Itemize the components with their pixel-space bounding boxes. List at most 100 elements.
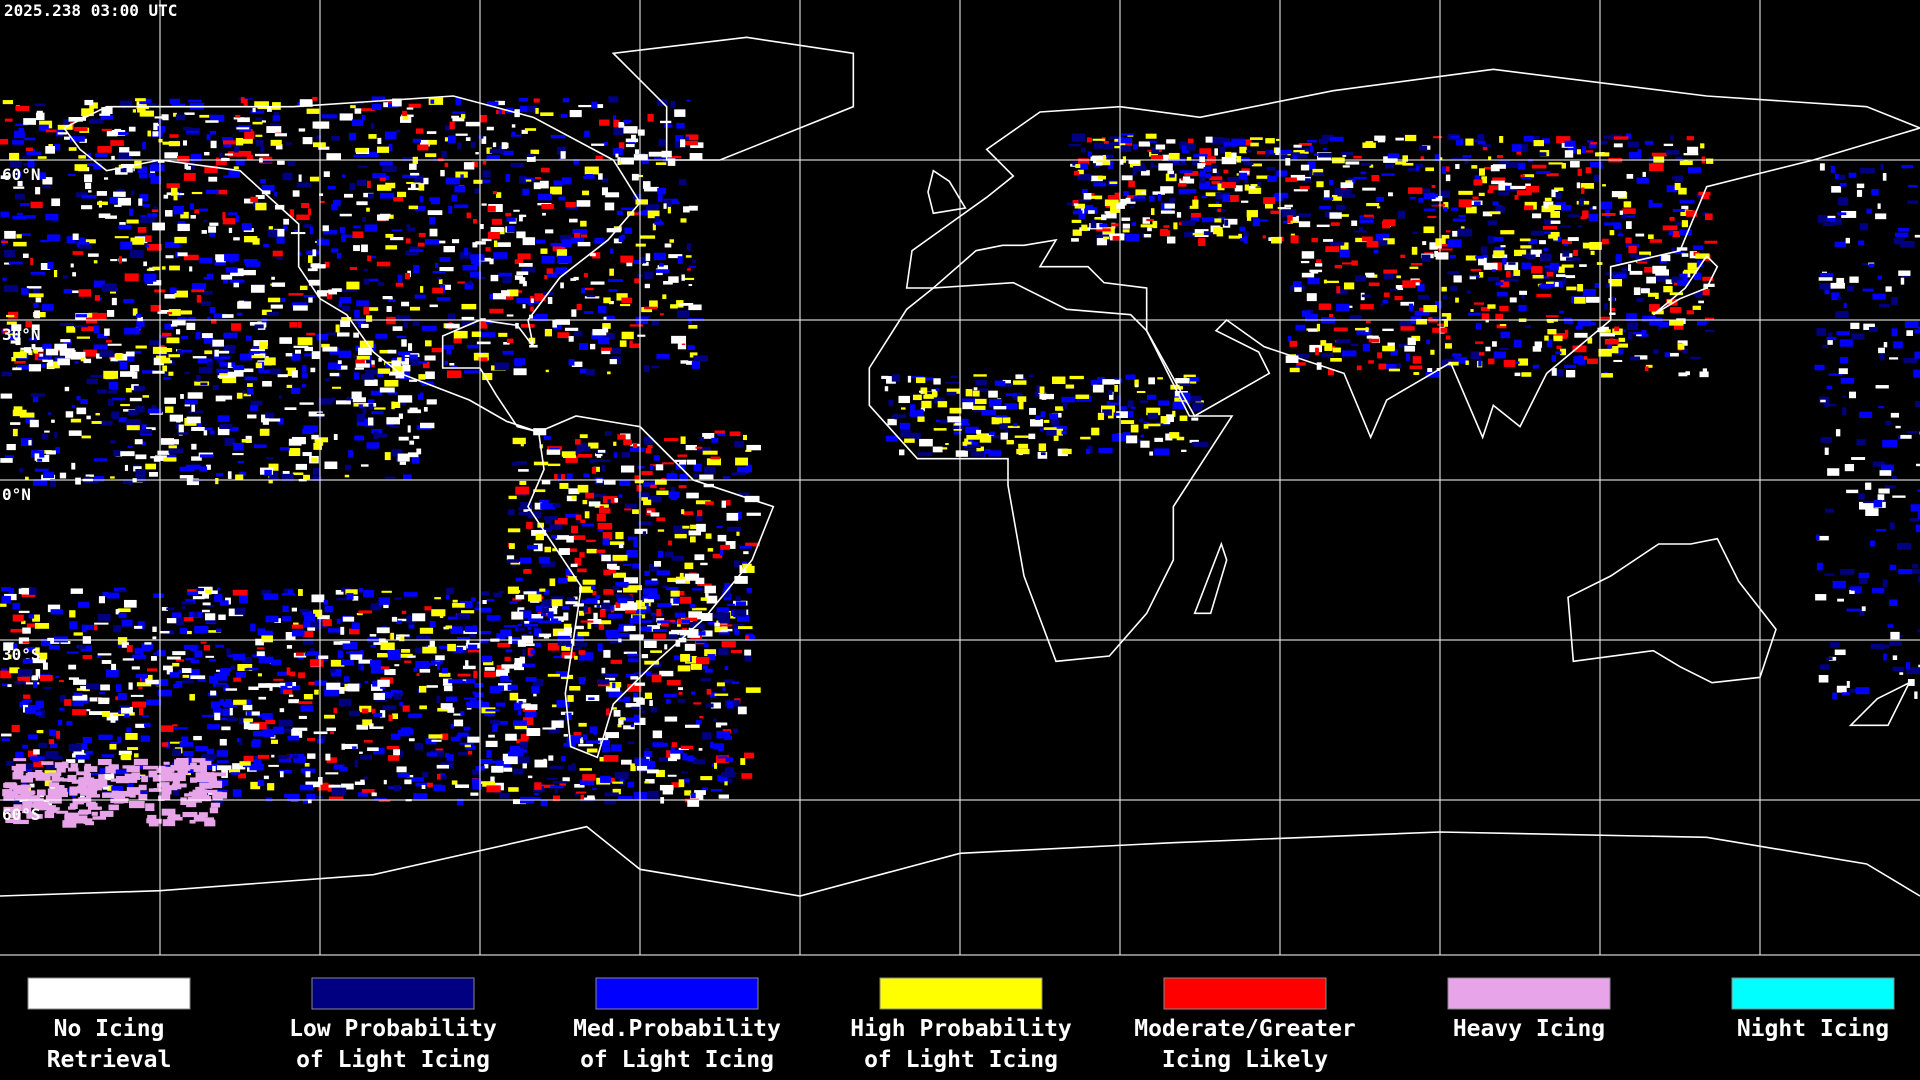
icing-pixel [337, 360, 342, 364]
icing-pixel [1409, 266, 1419, 269]
icing-pixel [1055, 406, 1064, 411]
icing-pixel [1148, 377, 1155, 385]
icing-pixel [1901, 165, 1913, 169]
icing-pixel [553, 655, 563, 659]
icing-pixel [461, 303, 477, 310]
icing-pixel [612, 554, 628, 561]
icing-pixel [285, 353, 293, 357]
icing-pixel [681, 619, 691, 624]
icing-pixel [253, 759, 262, 765]
icing-pixel [1587, 140, 1594, 143]
icing-pixel [202, 291, 213, 295]
icing-pixel [555, 671, 569, 677]
icing-pixel [73, 679, 87, 685]
icing-pixel [14, 680, 26, 685]
icing-pixel [466, 701, 480, 709]
icing-pixel [103, 177, 109, 180]
icing-pixel [252, 238, 260, 245]
icing-pixel [86, 378, 98, 385]
icing-pixel [1666, 185, 1678, 193]
icing-pixel [592, 494, 606, 498]
icing-pixel [120, 706, 133, 714]
icing-pixel [361, 244, 368, 253]
icing-pixel [139, 98, 152, 105]
icing-pixel [1361, 294, 1371, 298]
icing-pixel [124, 273, 139, 282]
icing-pixel [1423, 226, 1435, 234]
icing-pixel [33, 680, 38, 689]
icing-pixel [37, 356, 49, 360]
icing-pixel [1632, 331, 1647, 335]
icing-pixel [680, 139, 686, 148]
icing-pixel [415, 660, 429, 669]
icing-pixel [1420, 156, 1425, 161]
icing-pixel [168, 448, 184, 454]
icing-pixel [1495, 313, 1504, 320]
icing-pixel [1498, 192, 1510, 196]
icing-pixel [311, 434, 319, 440]
icing-pixel [380, 642, 395, 650]
icing-pixel [620, 255, 634, 263]
icing-pixel [124, 464, 129, 471]
icing-pixel [111, 297, 117, 306]
icing-pixel [333, 434, 338, 441]
icing-pixel [206, 763, 218, 770]
icing-pixel [382, 705, 397, 711]
icing-pixel [722, 592, 731, 598]
icing-pixel [1342, 262, 1357, 265]
icing-pixel [99, 113, 111, 116]
icing-pixel [1467, 312, 1481, 316]
icing-pixel [546, 607, 558, 615]
icing-pixel [57, 132, 68, 135]
icing-pixel [640, 626, 648, 632]
icing-pixel [259, 341, 268, 350]
icing-pixel [121, 753, 132, 761]
icing-pixel [414, 206, 426, 211]
icing-pixel [181, 736, 189, 743]
icing-pixel [81, 435, 91, 439]
icing-pixel [687, 345, 695, 350]
icing-pixel [1212, 227, 1223, 235]
icing-pixel [1077, 173, 1092, 181]
icing-pixel [497, 762, 508, 766]
icing-pixel [189, 694, 195, 701]
icing-pixel [1350, 343, 1359, 347]
icing-pixel [216, 760, 229, 764]
icing-pixel [409, 249, 424, 252]
icing-pixel [120, 241, 133, 250]
icing-pixel [464, 282, 474, 290]
icing-pixel [1651, 152, 1667, 157]
icing-pixel [518, 507, 522, 511]
icing-pixel [498, 332, 508, 337]
icing-pixel [145, 674, 153, 683]
icing-pixel [352, 746, 357, 749]
icing-pixel [267, 297, 281, 303]
icing-pixel [1227, 176, 1240, 183]
icing-pixel [418, 232, 426, 237]
icing-pixel [10, 340, 21, 344]
icing-pixel [398, 436, 409, 441]
icing-pixel [110, 357, 118, 362]
icing-pixel [233, 166, 239, 170]
icing-pixel [74, 698, 89, 704]
icing-pixel [172, 320, 186, 326]
icing-pixel [1169, 172, 1175, 178]
icing-pixel [358, 610, 372, 614]
icing-field [0, 96, 1920, 828]
icing-pixel [1532, 213, 1542, 219]
icing-pixel [1640, 288, 1650, 294]
icing-pixel [261, 184, 275, 192]
icing-pixel [0, 393, 13, 399]
icing-pixel [541, 607, 549, 614]
icing-pixel [1, 738, 10, 742]
icing-pixel [406, 181, 421, 184]
icing-pixel [617, 590, 623, 593]
icing-pixel [163, 373, 169, 377]
icing-pixel [1846, 489, 1859, 494]
icing-pixel [700, 597, 708, 601]
icing-pixel [606, 708, 610, 716]
icing-pixel [322, 346, 338, 352]
icing-pixel [353, 154, 368, 158]
icing-pixel [127, 783, 134, 790]
icing-pixel [658, 757, 668, 762]
